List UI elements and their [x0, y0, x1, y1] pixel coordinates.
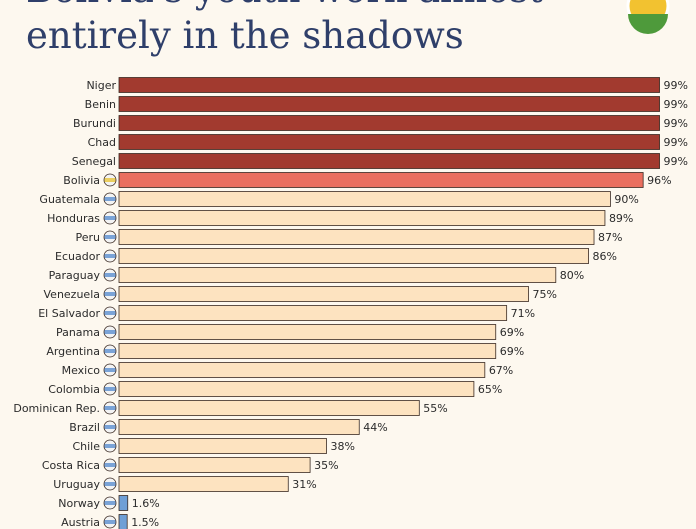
bar [118, 210, 606, 226]
flag-stripe [104, 349, 116, 353]
flag-stripe [104, 197, 116, 201]
value-label: 99% [664, 79, 688, 92]
bar [118, 77, 660, 93]
y-tick-label: Honduras [47, 212, 100, 225]
bar [118, 419, 360, 435]
bar [118, 343, 497, 359]
bar [118, 191, 611, 207]
bar [118, 134, 660, 150]
value-label: 38% [330, 440, 354, 453]
bar [118, 514, 128, 529]
bar [118, 248, 589, 264]
flag-stripe [104, 501, 116, 505]
flag-stripe [104, 406, 116, 410]
value-label: 67% [489, 364, 513, 377]
flag-stripe [104, 216, 116, 220]
y-tick-label: Chile [72, 440, 100, 453]
bar [118, 476, 289, 492]
y-tick-label: Benin [85, 98, 116, 111]
value-label: 75% [533, 288, 557, 301]
value-label: 35% [314, 459, 338, 472]
bar [118, 438, 327, 454]
bar [118, 229, 595, 245]
value-label: 69% [500, 326, 524, 339]
flag-stripe [104, 178, 116, 182]
value-label: 71% [511, 307, 535, 320]
bar [118, 400, 420, 416]
value-label: 90% [614, 193, 638, 206]
chart-title: Bolivia's youth work almost entirely in … [26, 0, 543, 57]
bar [118, 381, 475, 397]
y-tick-label: Panama [56, 326, 100, 339]
y-tick-label: Dominican Rep. [13, 402, 100, 415]
y-tick-label: Chad [88, 136, 116, 149]
value-label: 96% [647, 174, 671, 187]
value-label: 99% [664, 117, 688, 130]
y-tick-label: Colombia [48, 383, 100, 396]
flag-stripe [104, 254, 116, 258]
value-label: 99% [664, 98, 688, 111]
y-tick-label: Argentina [46, 345, 100, 358]
y-tick-label: Paraguay [49, 269, 101, 282]
value-label: 87% [598, 231, 622, 244]
y-tick-label: Norway [58, 497, 100, 510]
value-label: 65% [478, 383, 502, 396]
y-tick-label: Burundi [73, 117, 116, 130]
value-label: 89% [609, 212, 633, 225]
y-tick-label: Austria [61, 516, 100, 529]
bar [118, 96, 660, 112]
bar [118, 362, 486, 378]
y-tick-label: Senegal [72, 155, 116, 168]
flag-stripe [104, 387, 116, 391]
bar [118, 115, 660, 131]
value-label: 1.5% [131, 516, 159, 529]
y-tick-label: Niger [86, 79, 116, 92]
bar [118, 324, 497, 340]
bar [118, 286, 529, 302]
y-tick-label: Mexico [62, 364, 101, 377]
bar [118, 495, 129, 511]
y-tick-label: Venezuela [44, 288, 101, 301]
flag-stripe [104, 292, 116, 296]
flag-stripe [104, 330, 116, 334]
logo-icon-part [628, 14, 668, 34]
y-tick-label: El Salvador [38, 307, 100, 320]
value-label: 69% [500, 345, 524, 358]
value-label: 31% [292, 478, 316, 491]
y-tick-label: Costa Rica [42, 459, 100, 472]
flag-stripe [104, 273, 116, 277]
y-tick-label: Brazil [69, 421, 100, 434]
y-tick-label: Peru [75, 231, 100, 244]
value-label: 99% [664, 136, 688, 149]
flag-stripe [104, 311, 116, 315]
y-tick-label: Ecuador [55, 250, 100, 263]
flag-stripe [104, 463, 116, 467]
flag-stripe [104, 520, 116, 524]
flag-stripe [104, 444, 116, 448]
value-label: 80% [560, 269, 584, 282]
flag-stripe [104, 482, 116, 486]
bar [118, 267, 557, 283]
value-label: 55% [423, 402, 447, 415]
bar [118, 153, 660, 169]
bar [118, 457, 311, 473]
value-label: 99% [664, 155, 688, 168]
value-label: 1.6% [132, 497, 160, 510]
y-tick-label: Guatemala [39, 193, 100, 206]
value-label: 86% [593, 250, 617, 263]
flag-stripe [104, 235, 116, 239]
bar [118, 172, 644, 188]
flag-stripe [104, 425, 116, 429]
y-tick-label: Uruguay [53, 478, 100, 491]
bar [118, 305, 508, 321]
y-tick-label: Bolivia [63, 174, 100, 187]
flag-stripe [104, 368, 116, 372]
value-label: 44% [363, 421, 387, 434]
